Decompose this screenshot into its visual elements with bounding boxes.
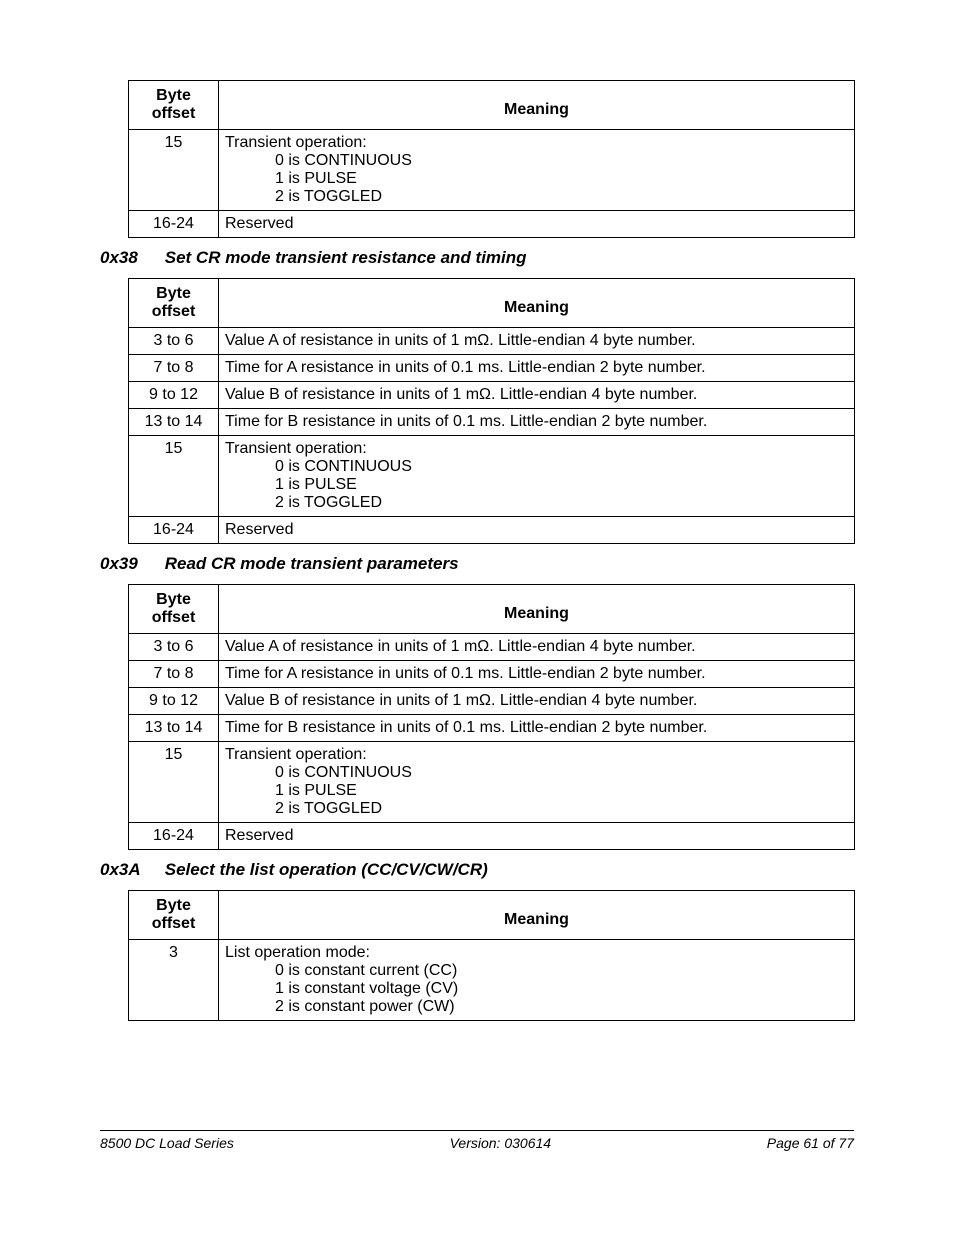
- table-row: 16-24Reserved: [129, 823, 855, 850]
- table-row: 15Transient operation:0 is CONTINUOUS1 i…: [129, 130, 855, 211]
- section-code: 0x3A: [100, 860, 160, 880]
- section-heading-0x38: 0x38 Set CR mode transient resistance an…: [100, 248, 854, 268]
- table-row: 13 to 14Time for B resistance in units o…: [129, 715, 855, 742]
- page-footer: 8500 DC Load Series Version: 030614 Page…: [100, 1130, 854, 1151]
- cell-byte-offset: 13 to 14: [129, 409, 219, 436]
- cell-meaning: Reserved: [219, 517, 855, 544]
- section-title: Set CR mode transient resistance and tim…: [165, 248, 527, 267]
- cell-meaning: Value A of resistance in units of 1 mΩ. …: [219, 634, 855, 661]
- table-row: 3List operation mode:0 is constant curre…: [129, 940, 855, 1021]
- cell-meaning: Value B of resistance in units of 1 mΩ. …: [219, 382, 855, 409]
- cell-meaning: Reserved: [219, 211, 855, 238]
- table-row: 9 to 12Value B of resistance in units of…: [129, 688, 855, 715]
- cell-meaning: List operation mode:0 is constant curren…: [219, 940, 855, 1021]
- table-row: 3 to 6Value A of resistance in units of …: [129, 328, 855, 355]
- cell-meaning: Value B of resistance in units of 1 mΩ. …: [219, 688, 855, 715]
- footer-center: Version: 030614: [450, 1135, 551, 1151]
- footer-left: 8500 DC Load Series: [100, 1135, 234, 1151]
- cell-byte-offset: 16-24: [129, 823, 219, 850]
- cell-byte-offset: 15: [129, 742, 219, 823]
- table-header-row: Byte offset Meaning: [129, 585, 855, 634]
- table-row: 16-24Reserved: [129, 517, 855, 544]
- table-row: 9 to 12Value B of resistance in units of…: [129, 382, 855, 409]
- col-meaning: Meaning: [219, 585, 855, 634]
- cell-byte-offset: 15: [129, 130, 219, 211]
- cell-byte-offset: 9 to 12: [129, 688, 219, 715]
- cell-byte-offset: 7 to 8: [129, 661, 219, 688]
- col-meaning: Meaning: [219, 81, 855, 130]
- table-header-row: Byte offset Meaning: [129, 81, 855, 130]
- table-2-body: 3 to 6Value A of resistance in units of …: [129, 328, 855, 544]
- table-row: 7 to 8Time for A resistance in units of …: [129, 661, 855, 688]
- table-row: 13 to 14Time for B resistance in units o…: [129, 409, 855, 436]
- cell-byte-offset: 3 to 6: [129, 634, 219, 661]
- cell-meaning: Reserved: [219, 823, 855, 850]
- section-title: Select the list operation (CC/CV/CW/CR): [165, 860, 488, 879]
- col-byte-offset: Byte offset: [129, 279, 219, 328]
- col-meaning: Meaning: [219, 279, 855, 328]
- table-header-row: Byte offset Meaning: [129, 279, 855, 328]
- section-heading-0x39: 0x39 Read CR mode transient parameters: [100, 554, 854, 574]
- cell-byte-offset: 16-24: [129, 211, 219, 238]
- col-byte-offset: Byte offset: [129, 585, 219, 634]
- cell-meaning: Transient operation:0 is CONTINUOUS1 is …: [219, 130, 855, 211]
- col-byte-offset: Byte offset: [129, 81, 219, 130]
- byte-table-2: Byte offset Meaning 3 to 6Value A of res…: [128, 278, 855, 544]
- cell-byte-offset: 9 to 12: [129, 382, 219, 409]
- byte-table-3: Byte offset Meaning 3 to 6Value A of res…: [128, 584, 855, 850]
- table-1-body: 15Transient operation:0 is CONTINUOUS1 i…: [129, 130, 855, 238]
- col-byte-offset: Byte offset: [129, 891, 219, 940]
- byte-table-4: Byte offset Meaning 3List operation mode…: [128, 890, 855, 1021]
- table-row: 15Transient operation:0 is CONTINUOUS1 i…: [129, 436, 855, 517]
- table-row: 7 to 8Time for A resistance in units of …: [129, 355, 855, 382]
- section-heading-0x3A: 0x3A Select the list operation (CC/CV/CW…: [100, 860, 854, 880]
- cell-byte-offset: 13 to 14: [129, 715, 219, 742]
- col-meaning: Meaning: [219, 891, 855, 940]
- cell-meaning: Transient operation:0 is CONTINUOUS1 is …: [219, 742, 855, 823]
- table-row: 15Transient operation:0 is CONTINUOUS1 i…: [129, 742, 855, 823]
- cell-byte-offset: 15: [129, 436, 219, 517]
- byte-table-1: Byte offset Meaning 15Transient operatio…: [128, 80, 855, 238]
- cell-byte-offset: 3 to 6: [129, 328, 219, 355]
- cell-meaning: Time for A resistance in units of 0.1 ms…: [219, 661, 855, 688]
- cell-meaning: Time for A resistance in units of 0.1 ms…: [219, 355, 855, 382]
- cell-meaning: Transient operation:0 is CONTINUOUS1 is …: [219, 436, 855, 517]
- cell-meaning: Value A of resistance in units of 1 mΩ. …: [219, 328, 855, 355]
- table-row: 16-24Reserved: [129, 211, 855, 238]
- cell-meaning: Time for B resistance in units of 0.1 ms…: [219, 715, 855, 742]
- section-code: 0x39: [100, 554, 160, 574]
- cell-byte-offset: 7 to 8: [129, 355, 219, 382]
- footer-right: Page 61 of 77: [767, 1135, 854, 1151]
- page-content: Byte offset Meaning 15Transient operatio…: [0, 0, 954, 1130]
- table-row: 3 to 6Value A of resistance in units of …: [129, 634, 855, 661]
- table-4-body: 3List operation mode:0 is constant curre…: [129, 940, 855, 1021]
- cell-byte-offset: 3: [129, 940, 219, 1021]
- table-header-row: Byte offset Meaning: [129, 891, 855, 940]
- section-title: Read CR mode transient parameters: [165, 554, 459, 573]
- section-code: 0x38: [100, 248, 160, 268]
- cell-meaning: Time for B resistance in units of 0.1 ms…: [219, 409, 855, 436]
- table-3-body: 3 to 6Value A of resistance in units of …: [129, 634, 855, 850]
- cell-byte-offset: 16-24: [129, 517, 219, 544]
